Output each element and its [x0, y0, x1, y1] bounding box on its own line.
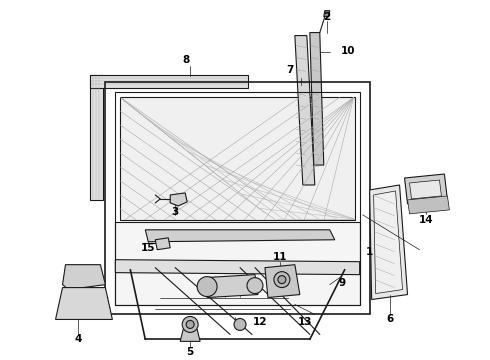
- Text: 2: 2: [323, 12, 330, 22]
- Polygon shape: [121, 97, 355, 220]
- Text: 14: 14: [419, 215, 434, 225]
- Circle shape: [234, 319, 246, 330]
- Polygon shape: [55, 288, 112, 319]
- Polygon shape: [145, 230, 335, 242]
- Polygon shape: [324, 11, 330, 17]
- Polygon shape: [374, 191, 403, 293]
- Text: 6: 6: [386, 314, 393, 324]
- Polygon shape: [170, 193, 187, 206]
- Circle shape: [182, 316, 198, 332]
- Polygon shape: [180, 329, 200, 341]
- Polygon shape: [310, 32, 324, 165]
- Text: 8: 8: [183, 55, 190, 66]
- Text: 5: 5: [187, 347, 194, 357]
- Text: 11: 11: [272, 252, 287, 262]
- Polygon shape: [115, 222, 360, 305]
- Text: 4: 4: [75, 334, 82, 345]
- Polygon shape: [63, 265, 105, 289]
- Polygon shape: [91, 75, 248, 88]
- Circle shape: [278, 276, 286, 284]
- Text: 15: 15: [141, 243, 155, 253]
- Text: 7: 7: [286, 66, 294, 76]
- Polygon shape: [205, 275, 258, 298]
- Text: 3: 3: [172, 207, 179, 217]
- Polygon shape: [405, 174, 447, 204]
- Circle shape: [186, 320, 194, 328]
- Text: 10: 10: [341, 45, 355, 55]
- Circle shape: [197, 276, 217, 297]
- Text: 9: 9: [338, 278, 345, 288]
- Polygon shape: [91, 75, 103, 200]
- Circle shape: [274, 272, 290, 288]
- Text: 12: 12: [253, 318, 267, 328]
- Polygon shape: [155, 238, 170, 250]
- Polygon shape: [410, 180, 441, 199]
- Text: 1: 1: [366, 247, 373, 257]
- Polygon shape: [408, 196, 449, 214]
- Text: 13: 13: [297, 318, 312, 328]
- Circle shape: [247, 278, 263, 293]
- Polygon shape: [369, 185, 408, 300]
- Polygon shape: [115, 260, 360, 275]
- Polygon shape: [295, 36, 315, 185]
- Polygon shape: [265, 265, 300, 298]
